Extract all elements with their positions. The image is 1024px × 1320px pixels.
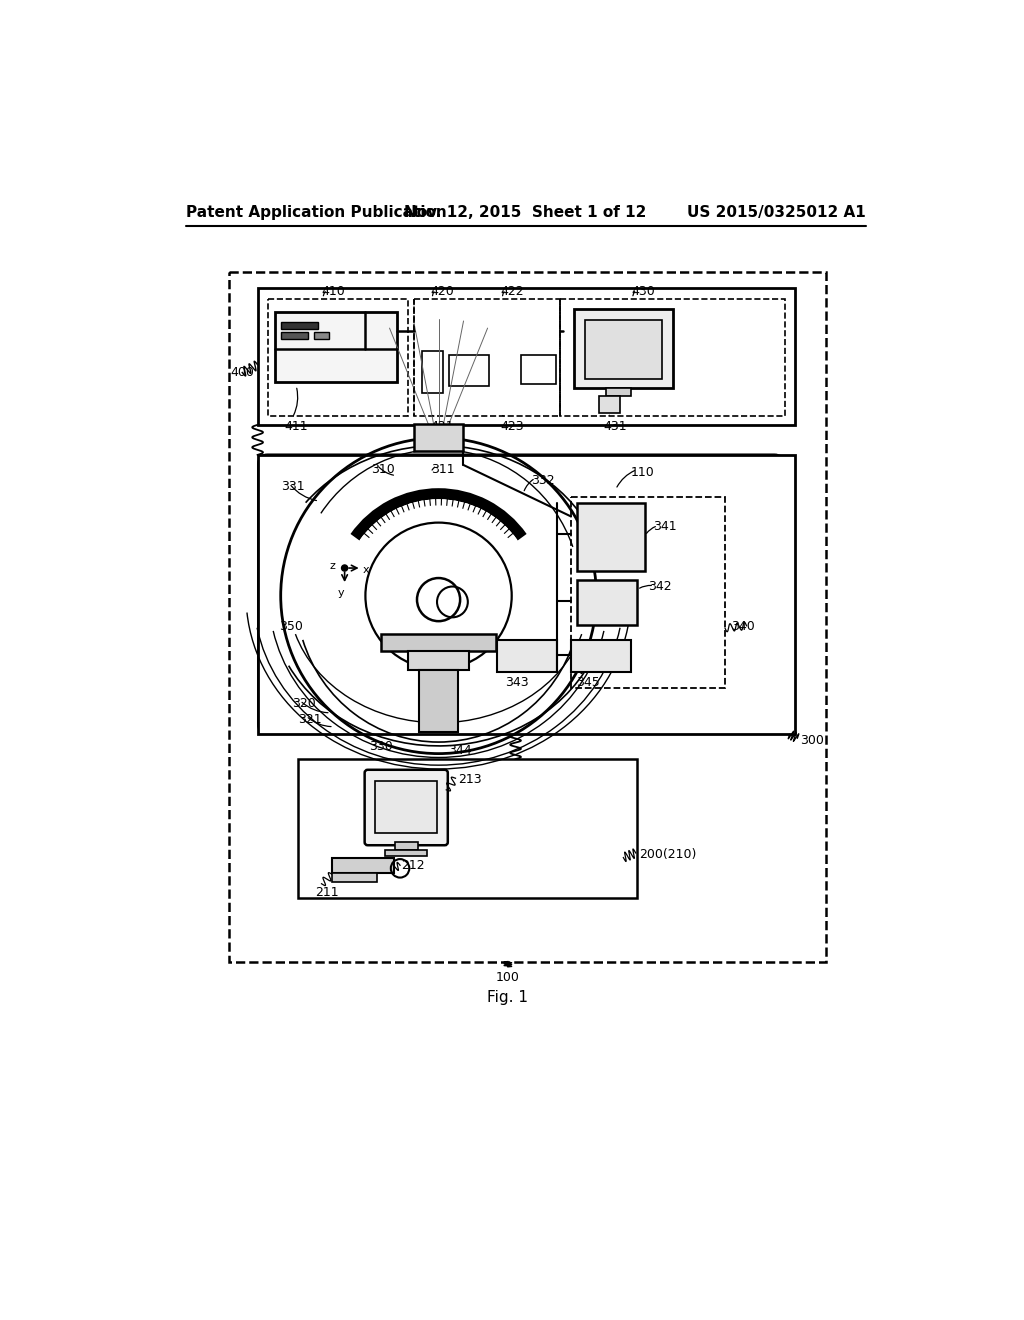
Bar [394,842,418,850]
Text: 423: 423 [500,420,524,433]
Bar [267,298,408,416]
Bar [521,355,556,384]
Text: 340: 340 [731,620,755,634]
Text: x: x [364,565,370,576]
Text: 321: 321 [298,713,322,726]
Bar [298,759,637,898]
Bar [282,333,308,339]
Bar [599,396,621,412]
Bar [229,272,826,961]
Bar [574,309,673,388]
Text: 211: 211 [315,886,339,899]
Text: 331: 331 [282,480,305,494]
Bar [376,780,437,833]
Bar [571,498,725,688]
Bar [275,313,397,381]
Text: 341: 341 [652,520,676,533]
Bar [258,288,795,425]
Circle shape [342,565,348,572]
Text: 310: 310 [371,462,394,475]
Text: Nov. 12, 2015  Sheet 1 of 12: Nov. 12, 2015 Sheet 1 of 12 [403,205,646,219]
Bar [497,640,557,672]
Text: 345: 345 [575,676,599,689]
Text: 421: 421 [431,420,455,433]
Text: 411: 411 [285,420,308,433]
Text: 431: 431 [603,420,627,433]
Text: Patent Application Publication: Patent Application Publication [186,205,446,219]
Bar [414,424,463,451]
Text: y: y [338,589,344,598]
Text: 311: 311 [431,462,455,475]
Bar [258,455,795,734]
Text: 420: 420 [431,285,455,298]
Bar [560,298,785,416]
Text: 213: 213 [458,774,481,785]
Text: 330: 330 [370,739,393,752]
FancyBboxPatch shape [258,455,783,734]
Bar [333,858,394,873]
Text: 300: 300 [801,734,824,747]
Bar [313,333,330,339]
Bar [414,298,560,416]
Bar [419,671,458,733]
Text: z: z [330,561,336,570]
Bar [333,873,377,882]
Text: 342: 342 [648,581,672,594]
Bar [282,322,318,330]
Bar [571,640,631,672]
Text: 110: 110 [631,466,654,479]
Bar [408,651,469,671]
Bar [450,355,489,385]
Bar [606,388,631,396]
Text: 332: 332 [531,474,555,487]
Bar [385,850,427,857]
Text: Fig. 1: Fig. 1 [487,990,528,1005]
Text: US 2015/0325012 A1: US 2015/0325012 A1 [687,205,866,219]
Text: 212: 212 [401,859,425,873]
Bar [578,581,637,626]
Text: 343: 343 [505,676,528,689]
Text: 344: 344 [447,743,471,756]
Text: ▼: ▼ [431,426,438,437]
Text: 350: 350 [280,620,303,634]
Text: 100: 100 [496,970,520,983]
Text: 320: 320 [292,697,316,710]
Bar [578,503,645,572]
Text: 200(210): 200(210) [639,847,696,861]
Text: 400: 400 [230,367,255,379]
Text: 430: 430 [631,285,654,298]
Bar [585,321,662,379]
FancyBboxPatch shape [365,770,447,845]
Text: 410: 410 [322,285,345,298]
Text: 422: 422 [500,285,524,298]
Bar [381,635,497,651]
Bar [422,351,443,393]
